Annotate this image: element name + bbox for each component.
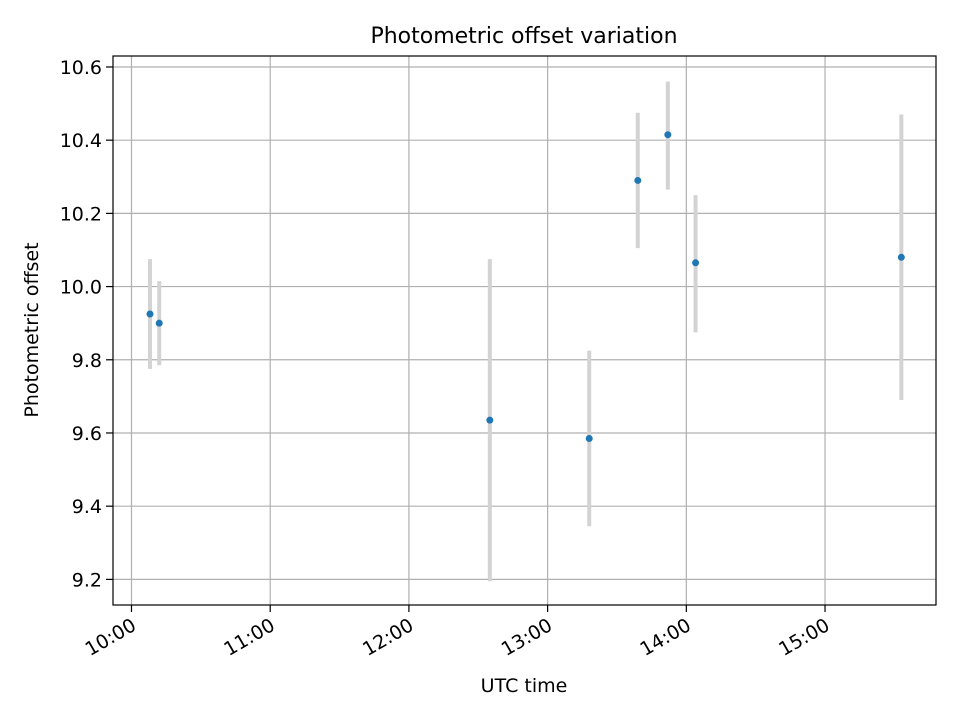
y-tick-label: 10.4: [60, 130, 102, 152]
y-tick-label: 10.2: [60, 203, 102, 225]
y-tick-label: 9.4: [72, 496, 102, 518]
data-point: [692, 259, 700, 267]
x-tick-label: 15:00: [775, 614, 833, 660]
x-axis-label: UTC time: [481, 675, 568, 697]
x-tick-label: 14:00: [636, 614, 694, 660]
chart-title: Photometric offset variation: [370, 24, 677, 49]
data-point: [155, 319, 163, 327]
x-tick-label: 11:00: [220, 614, 278, 660]
x-tick-label: 13:00: [498, 614, 556, 660]
data-point: [897, 253, 905, 261]
data-point: [486, 416, 494, 424]
grid: [113, 56, 936, 605]
x-tick-label: 10:00: [82, 614, 140, 660]
y-axis-label: Photometric offset: [21, 242, 43, 417]
data-point: [664, 131, 672, 139]
y-tick-label: 10.6: [60, 57, 102, 79]
axis-ticks: 10:00 11:00 12:00 13:00 14:00 15:00 9.2 9.4 9.6 9…: [60, 57, 834, 661]
x-tick-label: 12:00: [359, 614, 417, 660]
y-tick-label: 9.6: [72, 423, 102, 445]
data-point: [634, 176, 642, 184]
y-tick-label: 9.8: [72, 350, 102, 372]
y-tick-label: 10.0: [60, 277, 102, 299]
data-points: [146, 131, 905, 442]
data-point: [146, 310, 154, 318]
y-tick-label: 9.2: [72, 569, 102, 591]
plot-frame: [112, 55, 937, 606]
data-point: [585, 434, 593, 442]
